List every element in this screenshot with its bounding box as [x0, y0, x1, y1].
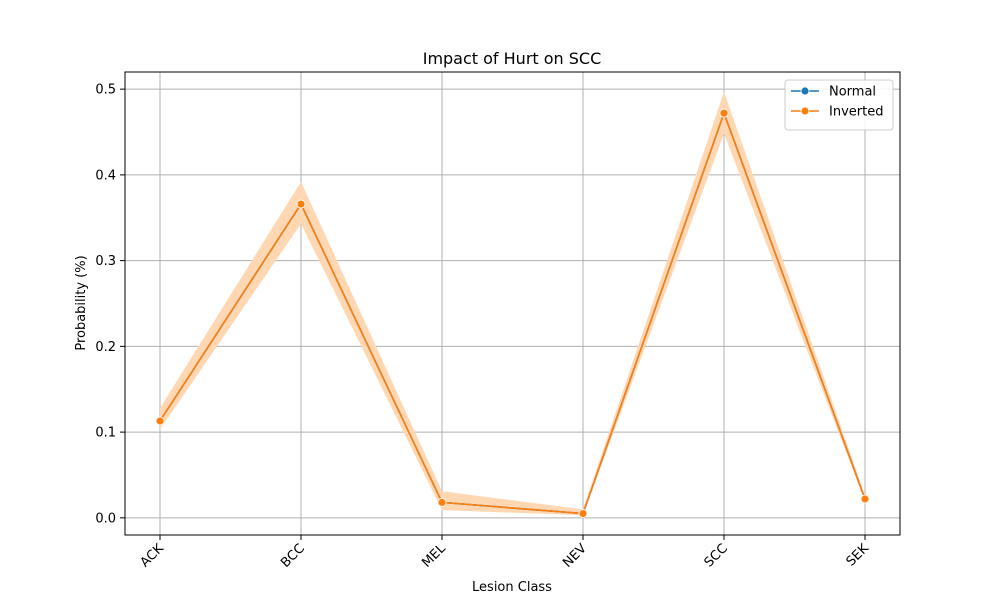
series-line [159, 110, 866, 515]
series-lines [159, 110, 866, 515]
series-markers [155, 108, 870, 518]
y-tick-label: 0.1 [95, 426, 116, 441]
legend-box [784, 79, 894, 131]
x-axis-label: Lesion Class [472, 580, 552, 595]
y-tick-label: 0.0 [95, 511, 116, 526]
plot-frame [124, 71, 901, 536]
data-point [155, 416, 165, 426]
y-tick-label: 0.3 [95, 254, 116, 269]
legend-swatch-marker [800, 86, 810, 96]
data-point [437, 498, 447, 507]
chart-title: Impact of Hurt on SCC [423, 49, 602, 68]
legend: Normal Inverted [784, 79, 894, 131]
data-point [719, 108, 729, 118]
y-tick-label: 0.4 [95, 168, 116, 183]
y-tick-label: 0.5 [95, 83, 116, 98]
series-band [160, 91, 865, 516]
data-point [296, 199, 306, 209]
y-tick-label: 0.2 [95, 340, 116, 355]
data-point [578, 509, 588, 518]
legend-swatch-marker [800, 106, 810, 116]
legend-label: Normal [829, 85, 876, 100]
y-axis-label: Probability (%) [74, 255, 89, 350]
confidence-bands [160, 91, 865, 516]
grid [125, 72, 900, 535]
data-point [860, 494, 870, 504]
legend-label: Inverted [829, 105, 883, 120]
